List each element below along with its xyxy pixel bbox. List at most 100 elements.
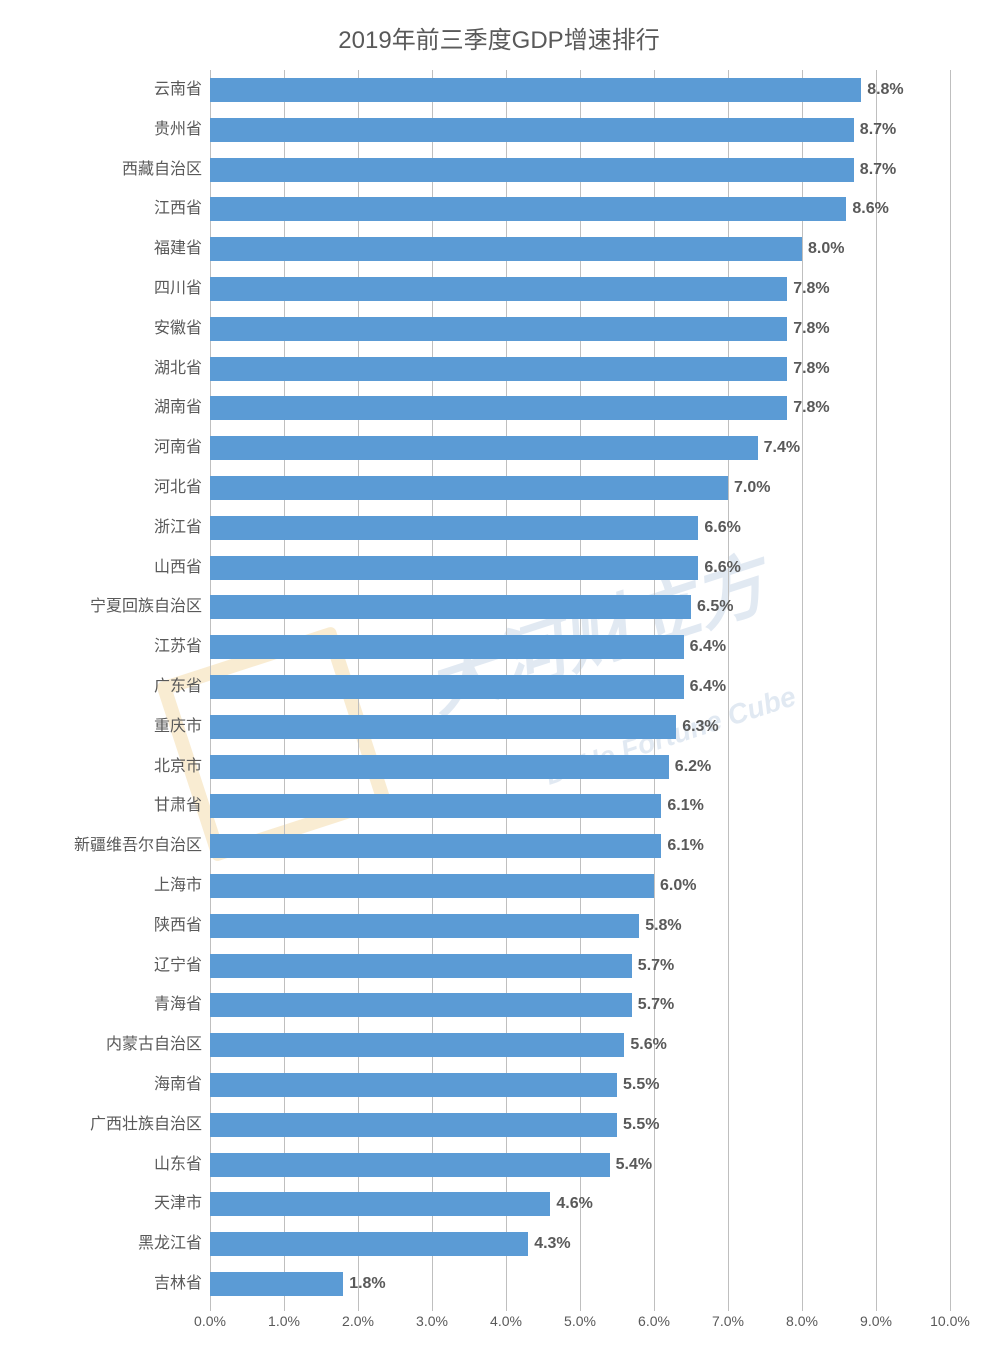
bar — [210, 1153, 610, 1177]
y-axis-label: 广东省 — [2, 667, 202, 707]
y-axis-label: 浙江省 — [2, 508, 202, 548]
y-axis-label: 四川省 — [2, 269, 202, 309]
x-tick-label: 1.0% — [268, 1313, 300, 1329]
bar-row: 7.8% — [210, 349, 950, 389]
bar-value-label: 7.0% — [734, 476, 770, 500]
bar-value-label: 8.8% — [867, 78, 903, 102]
bar — [210, 396, 787, 420]
x-tick-label: 0.0% — [194, 1313, 226, 1329]
y-axis-label: 江西省 — [2, 189, 202, 229]
y-axis-label: 黑龙江省 — [2, 1224, 202, 1264]
bar — [210, 1113, 617, 1137]
x-tick-mark — [432, 1305, 433, 1311]
x-tick-label: 9.0% — [860, 1313, 892, 1329]
bar-value-label: 1.8% — [349, 1272, 385, 1296]
y-axis-label: 吉林省 — [2, 1264, 202, 1304]
bar-row: 6.3% — [210, 707, 950, 747]
bar-row: 6.2% — [210, 747, 950, 787]
bar-value-label: 6.4% — [690, 635, 726, 659]
x-tick-label: 6.0% — [638, 1313, 670, 1329]
bar — [210, 357, 787, 381]
bar — [210, 277, 787, 301]
bar-value-label: 6.6% — [704, 516, 740, 540]
bar-row: 6.1% — [210, 786, 950, 826]
bar-row: 5.8% — [210, 906, 950, 946]
y-axis-label: 湖北省 — [2, 349, 202, 389]
y-axis-label: 上海市 — [2, 866, 202, 906]
bar-value-label: 5.5% — [623, 1073, 659, 1097]
bar-value-label: 4.6% — [556, 1192, 592, 1216]
bar — [210, 436, 758, 460]
x-tick-label: 3.0% — [416, 1313, 448, 1329]
y-axis-label: 西藏自治区 — [2, 150, 202, 190]
bar-row: 8.8% — [210, 70, 950, 110]
bar-row: 1.8% — [210, 1264, 950, 1304]
x-tick-mark — [654, 1305, 655, 1311]
bar-value-label: 5.7% — [638, 993, 674, 1017]
bar — [210, 237, 802, 261]
bar-value-label: 5.5% — [623, 1113, 659, 1137]
y-axis-label: 河北省 — [2, 468, 202, 508]
x-tick-mark — [802, 1305, 803, 1311]
x-tick-label: 8.0% — [786, 1313, 818, 1329]
bar — [210, 1192, 550, 1216]
bar — [210, 118, 854, 142]
y-axis-label: 山西省 — [2, 548, 202, 588]
y-axis-label: 福建省 — [2, 229, 202, 269]
x-tick-mark — [358, 1305, 359, 1311]
bar — [210, 993, 632, 1017]
bar-value-label: 6.6% — [704, 556, 740, 580]
x-tick-mark — [876, 1305, 877, 1311]
bar-row: 5.5% — [210, 1065, 950, 1105]
bar — [210, 834, 661, 858]
x-tick-label: 7.0% — [712, 1313, 744, 1329]
bar-value-label: 6.4% — [690, 675, 726, 699]
gridline — [950, 70, 951, 1305]
bar-row: 6.6% — [210, 508, 950, 548]
bar — [210, 1073, 617, 1097]
bar-row: 7.8% — [210, 269, 950, 309]
y-axis-label: 海南省 — [2, 1065, 202, 1105]
y-axis-label: 湖南省 — [2, 388, 202, 428]
bar-value-label: 8.7% — [860, 118, 896, 142]
y-axis-label: 内蒙古自治区 — [2, 1025, 202, 1065]
y-axis-label: 北京市 — [2, 747, 202, 787]
plot-area: 8.8%8.7%8.7%8.6%8.0%7.8%7.8%7.8%7.8%7.4%… — [210, 70, 950, 1305]
bar — [210, 914, 639, 938]
bar-row: 4.6% — [210, 1184, 950, 1224]
bar — [210, 794, 661, 818]
x-tick-mark — [728, 1305, 729, 1311]
bar-row: 5.4% — [210, 1145, 950, 1185]
chart-container: 2019年前三季度GDP增速排行 大河财立方 DaHe Fortune Cube… — [0, 0, 998, 1363]
bars: 8.8%8.7%8.7%8.6%8.0%7.8%7.8%7.8%7.8%7.4%… — [210, 70, 950, 1305]
bar — [210, 556, 698, 580]
bar-value-label: 8.7% — [860, 158, 896, 182]
bar-value-label: 7.8% — [793, 317, 829, 341]
y-axis-label: 陕西省 — [2, 906, 202, 946]
x-tick-label: 4.0% — [490, 1313, 522, 1329]
bar — [210, 635, 684, 659]
chart-title: 2019年前三季度GDP增速排行 — [0, 0, 998, 65]
bar-value-label: 4.3% — [534, 1232, 570, 1256]
bar — [210, 1272, 343, 1296]
y-axis-label: 广西壮族自治区 — [2, 1105, 202, 1145]
bar-row: 5.5% — [210, 1105, 950, 1145]
bar-value-label: 6.1% — [667, 834, 703, 858]
x-tick-mark — [284, 1305, 285, 1311]
bar — [210, 1033, 624, 1057]
bar-row: 8.7% — [210, 110, 950, 150]
y-axis-label: 辽宁省 — [2, 946, 202, 986]
bar — [210, 516, 698, 540]
y-axis-label: 河南省 — [2, 428, 202, 468]
y-axis-label: 宁夏回族自治区 — [2, 587, 202, 627]
bar — [210, 595, 691, 619]
y-axis-label: 天津市 — [2, 1184, 202, 1224]
bar — [210, 954, 632, 978]
bar-value-label: 6.1% — [667, 794, 703, 818]
bar — [210, 317, 787, 341]
bar-row: 5.7% — [210, 946, 950, 986]
bar-row: 6.1% — [210, 826, 950, 866]
bar-row: 8.6% — [210, 189, 950, 229]
bar-value-label: 5.6% — [630, 1033, 666, 1057]
y-axis-label: 青海省 — [2, 985, 202, 1025]
